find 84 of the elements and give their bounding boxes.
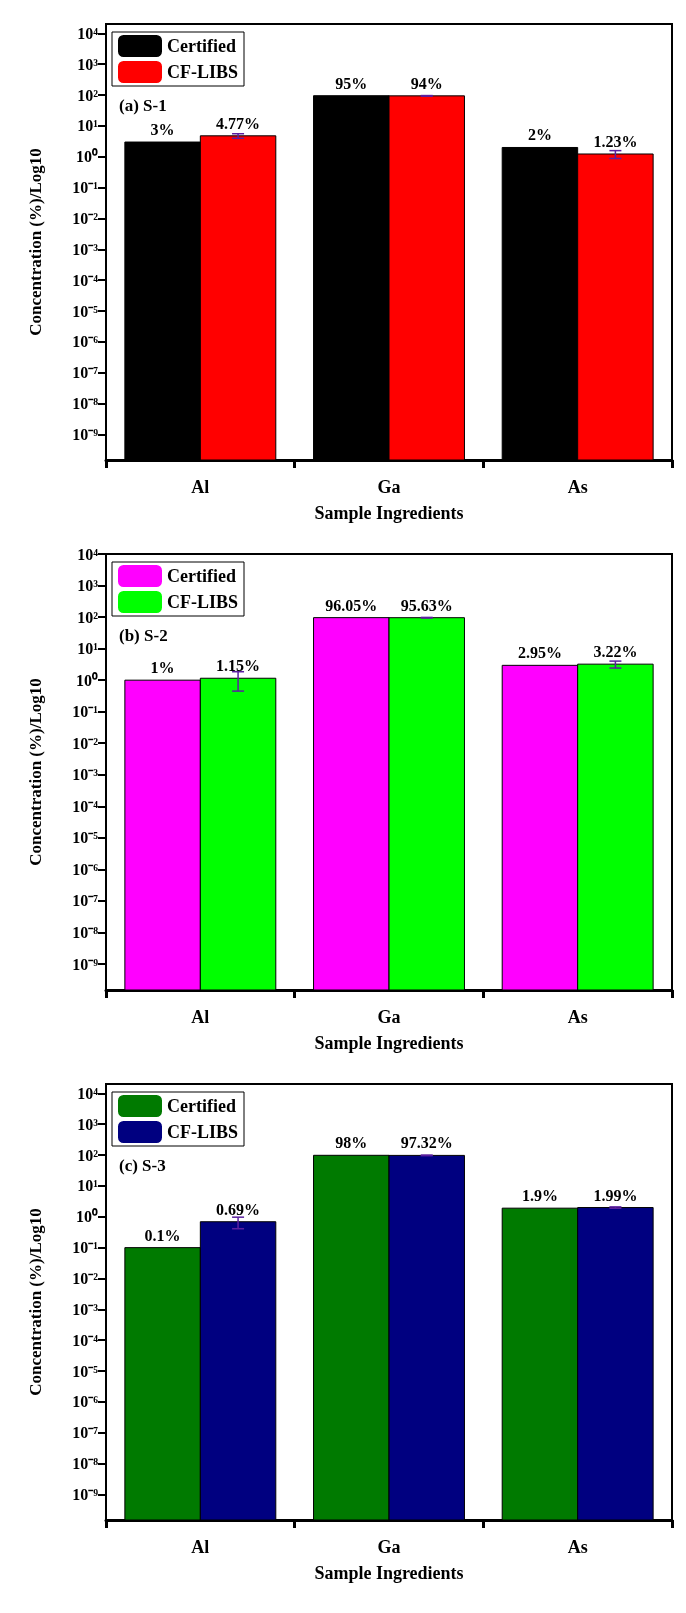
x-axis-title: Sample Ingredients — [314, 503, 464, 523]
y-tick-label: 10⁴ — [77, 1084, 99, 1102]
y-tick-label: 10⁴ — [77, 24, 99, 42]
y-tick-label: 10⁻⁷ — [72, 892, 99, 910]
y-tick-label: 10⁴ — [77, 545, 99, 563]
data-label: 1% — [150, 659, 175, 677]
y-tick-label: 10⁻³ — [72, 766, 99, 784]
y-tick-label: 10⁻⁵ — [72, 1362, 99, 1380]
legend-label: Certified — [167, 566, 236, 586]
y-tick-label: 10² — [77, 86, 99, 104]
legend-label: CF-LIBS — [167, 1122, 239, 1142]
x-tick-label: Al — [191, 477, 210, 497]
y-tick-label: 10³ — [77, 55, 99, 73]
y-tick-label: 10⁻² — [72, 210, 99, 227]
data-label: 0.69% — [216, 1200, 261, 1218]
y-tick-label: 10¹ — [77, 640, 99, 658]
y-tick-label: 10⁻⁹ — [72, 1486, 99, 1504]
x-tick-label: Ga — [377, 477, 401, 497]
x-tick-label: As — [567, 1537, 588, 1557]
y-tick-label: 10³ — [77, 577, 99, 595]
y-tick-label: 10² — [77, 608, 99, 626]
y-tick-label: 10⁻⁴ — [72, 797, 99, 815]
y-tick-label: 10⁻⁵ — [72, 302, 99, 320]
y-tick-label: 10⁻² — [72, 1270, 99, 1287]
y-tick-label: 10⁻⁴ — [72, 271, 99, 289]
y-tick-label: 10⁻⁴ — [72, 1331, 99, 1349]
data-label: 1.15% — [216, 657, 261, 675]
y-tick-label: 10⁻⁸ — [72, 395, 99, 413]
y-tick-label: 10¹ — [77, 1177, 99, 1195]
y-tick-label: 10³ — [77, 1115, 99, 1133]
x-tick-label: Ga — [377, 1537, 401, 1557]
data-label: 3% — [150, 121, 175, 139]
data-label: 1.23% — [593, 132, 638, 150]
legend-label: CF-LIBS — [167, 592, 239, 612]
x-tick-label: Al — [191, 1537, 210, 1557]
y-tick-label: 10¹ — [77, 117, 99, 135]
data-label: 94% — [410, 74, 443, 92]
y-tick-label: 10⁻⁷ — [72, 1424, 99, 1442]
y-tick-label: 10⁻⁹ — [72, 426, 99, 444]
text: (b) S-2 — [119, 626, 168, 645]
text: (c) S-3 — [119, 1156, 166, 1175]
y-tick-label: 10⁰ — [76, 148, 98, 166]
y-tick-label: 10⁻² — [72, 734, 99, 752]
data-label: 3.22% — [593, 643, 638, 661]
data-label: 96.05% — [325, 596, 378, 614]
y-axis-title: Concentration (%)/Log10 — [26, 678, 45, 866]
y-tick-label: 10⁻³ — [72, 1300, 99, 1318]
data-label: 2.95% — [517, 644, 562, 662]
y-tick-label: 10⁻⁷ — [72, 364, 99, 382]
text: (a) S-1 — [119, 96, 167, 115]
y-tick-label: 10⁻⁶ — [72, 1393, 99, 1411]
x-tick-label: Ga — [377, 1007, 401, 1027]
y-tick-label: 10⁻⁶ — [72, 333, 99, 351]
legend-label: CF-LIBS — [167, 62, 239, 82]
data-label: 4.77% — [216, 114, 261, 132]
y-tick-label: 10⁻⁸ — [72, 1455, 99, 1473]
y-tick-label: 10⁻¹ — [72, 1239, 99, 1257]
x-axis-title: Sample Ingredients — [314, 1563, 464, 1583]
x-tick-label: Al — [191, 1007, 210, 1027]
y-axis-title: Concentration (%)/Log10 — [26, 148, 45, 336]
data-label: 1.9% — [521, 1187, 558, 1205]
y-tick-label: 10⁻⁸ — [72, 923, 99, 941]
y-tick-label: 10⁻⁶ — [72, 860, 99, 878]
y-tick-label: 10⁻³ — [72, 240, 99, 258]
x-axis-title: Sample Ingredients — [314, 1033, 464, 1053]
y-tick-label: 10⁻⁵ — [72, 829, 99, 847]
y-tick-label: 10⁻¹ — [72, 179, 99, 197]
legend-label: Certified — [167, 1096, 236, 1116]
y-tick-label: 10⁰ — [76, 1208, 98, 1226]
data-label: 0.1% — [144, 1226, 181, 1244]
y-tick-label: 10² — [77, 1146, 99, 1164]
y-axis-title: Concentration (%)/Log10 — [26, 1208, 45, 1396]
data-label: 95.63% — [400, 596, 453, 614]
data-label: 1.99% — [593, 1186, 638, 1204]
data-label: 95% — [335, 74, 368, 92]
y-tick-label: 10⁻¹ — [72, 703, 99, 721]
data-label: 2% — [527, 126, 552, 144]
x-tick-label: As — [567, 1007, 588, 1027]
data-label: 98% — [335, 1134, 368, 1152]
x-tick-label: As — [567, 477, 588, 497]
y-tick-label: 10⁰ — [76, 671, 98, 689]
y-tick-label: 10⁻⁹ — [72, 955, 99, 973]
legend-label: Certified — [167, 36, 236, 56]
data-label: 97.32% — [400, 1134, 453, 1152]
